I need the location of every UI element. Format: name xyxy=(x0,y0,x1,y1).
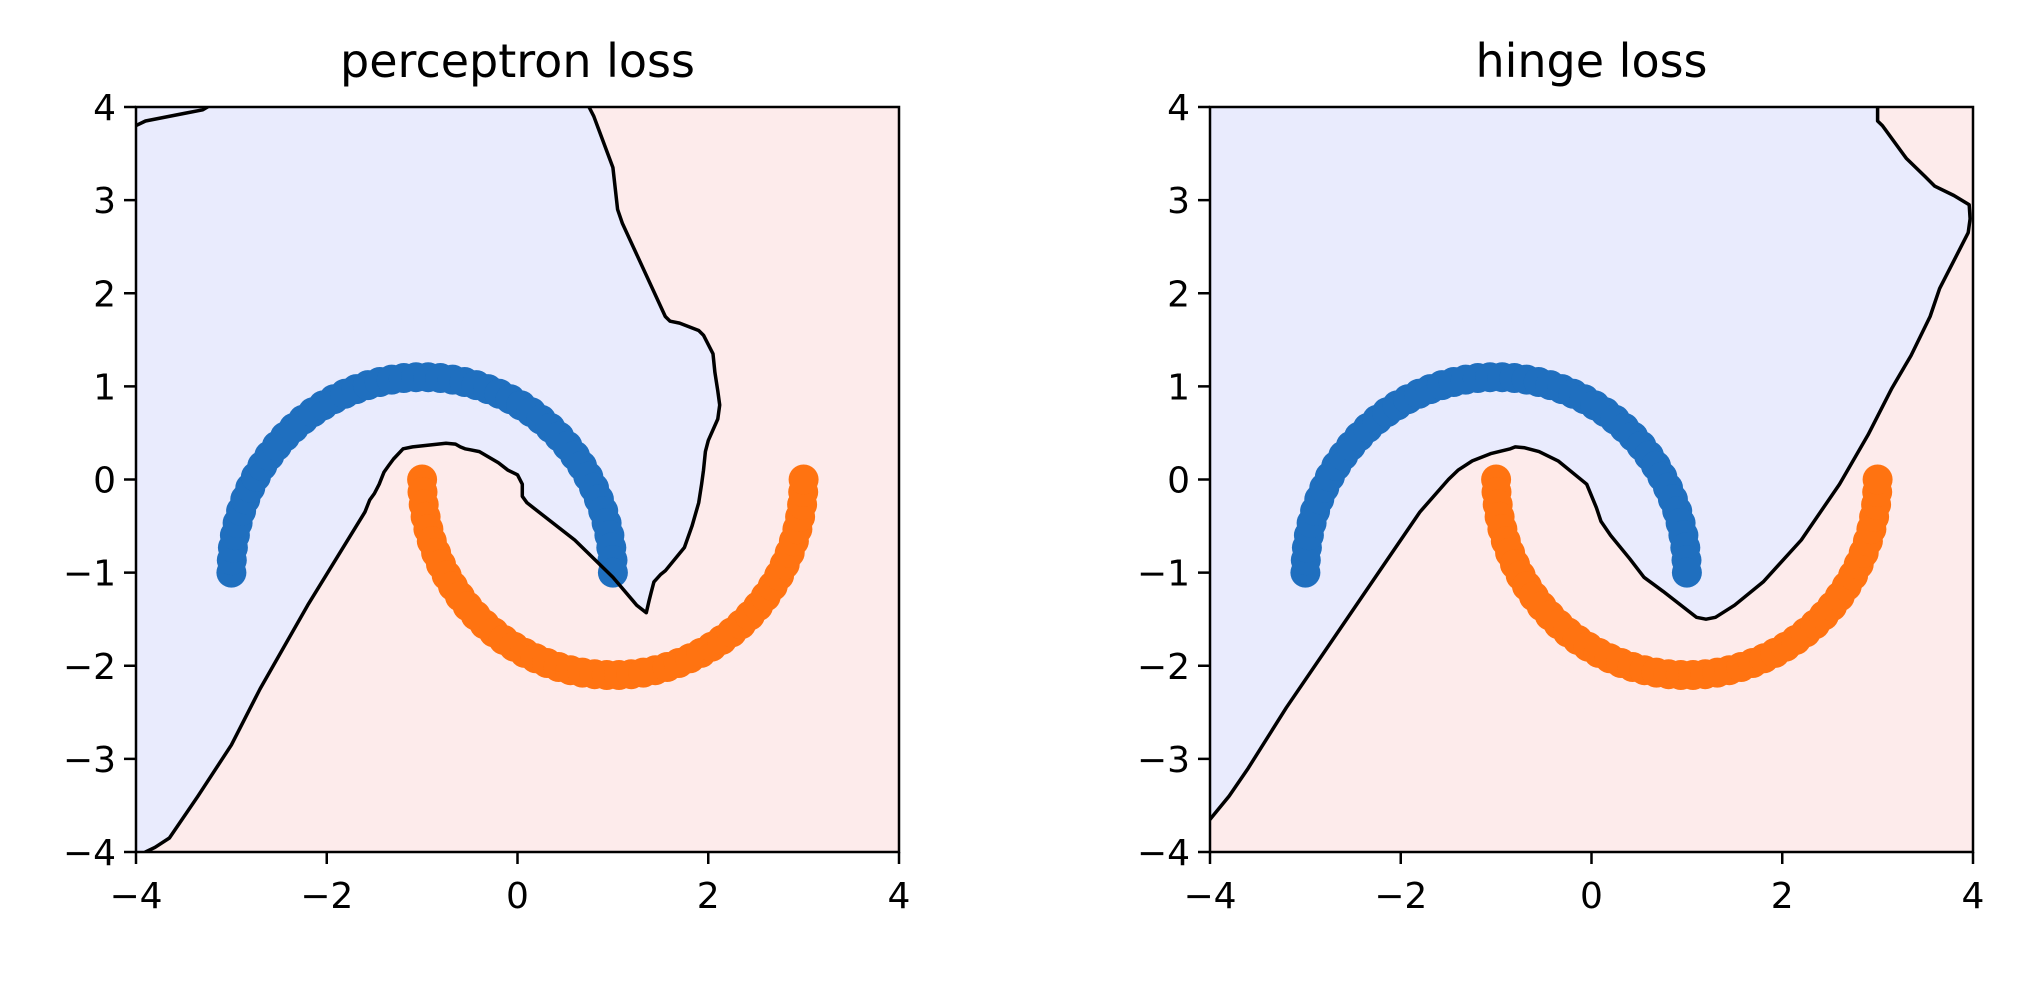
x-tick-label: 0 xyxy=(506,876,529,917)
series-class-a xyxy=(216,362,628,588)
y-tick-label: 4 xyxy=(1167,88,1190,129)
region-class-a xyxy=(136,107,720,852)
chart-title: hinge loss xyxy=(1475,34,1707,88)
y-tick-label: 4 xyxy=(93,88,116,129)
data-point xyxy=(597,557,628,588)
y-tick-label: 2 xyxy=(1167,274,1190,315)
x-tick-label: −4 xyxy=(109,876,162,917)
y-tick-label: −1 xyxy=(63,554,116,595)
x-tick-label: 2 xyxy=(1771,876,1794,917)
x-tick-label: −2 xyxy=(300,876,353,917)
data-point xyxy=(788,464,819,495)
series-class-b xyxy=(407,464,819,690)
y-tick-label: 3 xyxy=(93,181,116,222)
x-tick-label: 4 xyxy=(1962,876,1985,917)
decision-boundary-line xyxy=(1210,107,1972,822)
y-tick-label: −3 xyxy=(1137,740,1190,781)
decision-boundary-line xyxy=(143,107,722,852)
series-class-b xyxy=(1481,464,1893,690)
x-tick-label: 0 xyxy=(1580,876,1603,917)
region-class-a xyxy=(1210,107,1971,820)
decision-boundary-line xyxy=(136,107,210,128)
chart-title: perceptron loss xyxy=(340,34,695,88)
y-tick-label: −4 xyxy=(63,833,116,874)
y-tick-label: 1 xyxy=(93,367,116,408)
y-tick-label: 0 xyxy=(1167,461,1190,502)
y-tick-label: 2 xyxy=(93,274,116,315)
y-tick-label: 1 xyxy=(1167,367,1190,408)
x-tick-label: 4 xyxy=(888,876,911,917)
y-tick-label: −2 xyxy=(1137,647,1190,688)
y-tick-label: −3 xyxy=(63,740,116,781)
y-tick-label: −1 xyxy=(1137,554,1190,595)
series-class-a xyxy=(1290,362,1702,588)
x-tick-label: 2 xyxy=(697,876,720,917)
y-tick-label: −4 xyxy=(1137,833,1190,874)
y-tick-label: 3 xyxy=(1167,181,1190,222)
data-point xyxy=(1862,464,1893,495)
panel-hinge-loss: −4 −2 0 2 4 −4 −3 −2 −1 0 1 2 3 4 hinge loss xyxy=(1137,34,1985,917)
data-point xyxy=(1671,557,1702,588)
y-tick-label: 0 xyxy=(93,461,116,502)
panel-perceptron-loss: −4 −2 0 2 4 −4 −3 −2 −1 0 1 2 3 4 perceptron loss xyxy=(63,34,911,917)
x-tick-label: −4 xyxy=(1183,876,1236,917)
y-tick-label: −2 xyxy=(63,647,116,688)
x-tick-label: −2 xyxy=(1374,876,1427,917)
